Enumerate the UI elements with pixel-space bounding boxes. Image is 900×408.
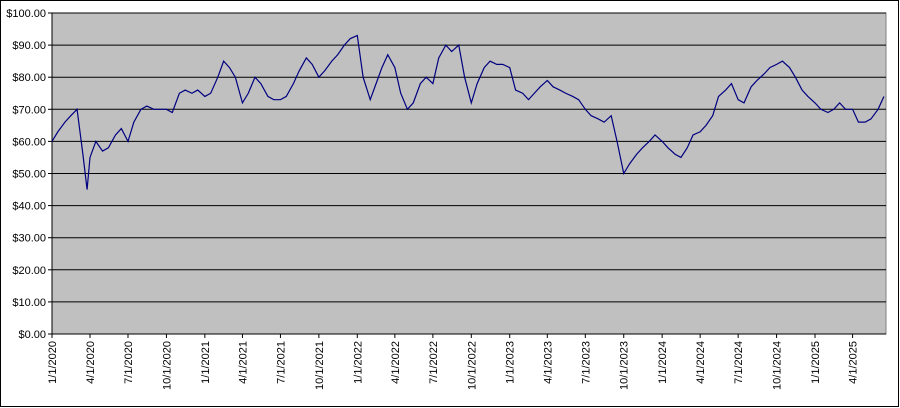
x-tick-label: 4/1/2022	[390, 341, 402, 384]
y-tick-label: $40.00	[12, 201, 46, 213]
x-tick-label: 1/1/2021	[200, 341, 212, 384]
y-tick-label: $20.00	[12, 265, 46, 277]
y-tick-label: $0.00	[18, 329, 46, 341]
x-tick-label: 1/1/2025	[810, 341, 822, 384]
x-tick-label: 1/1/2020	[47, 341, 59, 384]
y-tick-label: $50.00	[12, 169, 46, 181]
x-tick-label: 7/1/2021	[275, 341, 287, 384]
y-tick-label: $10.00	[12, 297, 46, 309]
price-line	[51, 34, 885, 190]
x-tick-label: 4/1/2021	[237, 341, 249, 384]
x-tick-label: 7/1/2023	[580, 341, 592, 384]
y-tick-label: $80.00	[12, 72, 46, 84]
x-tick-label: 4/1/2024	[695, 341, 707, 384]
y-tick-label: $70.00	[12, 104, 46, 116]
y-tick-label: $30.00	[12, 233, 46, 245]
x-tick-label: 10/1/2024	[772, 341, 784, 390]
x-tick-label: 1/1/2024	[657, 341, 669, 384]
x-tick-label: 1/1/2023	[505, 341, 517, 384]
x-tick-label: 4/1/2023	[542, 341, 554, 384]
x-tick-label: 4/1/2025	[848, 341, 860, 384]
x-tick-label: 10/1/2022	[466, 341, 478, 390]
y-tick-label: $90.00	[12, 40, 46, 52]
x-tick-label: 4/1/2020	[85, 341, 97, 384]
x-tick-label: 7/1/2020	[123, 341, 135, 384]
x-tick-label: 10/1/2023	[619, 341, 631, 390]
y-tick-label: $60.00	[12, 136, 46, 148]
x-tick-label: 7/1/2024	[733, 341, 745, 384]
y-tick-label: $100.00	[6, 8, 46, 20]
x-tick-label: 10/1/2021	[314, 341, 326, 390]
x-tick-label: 10/1/2020	[161, 341, 173, 390]
x-tick-label: 1/1/2022	[352, 341, 364, 384]
x-tick-label: 7/1/2022	[428, 341, 440, 384]
